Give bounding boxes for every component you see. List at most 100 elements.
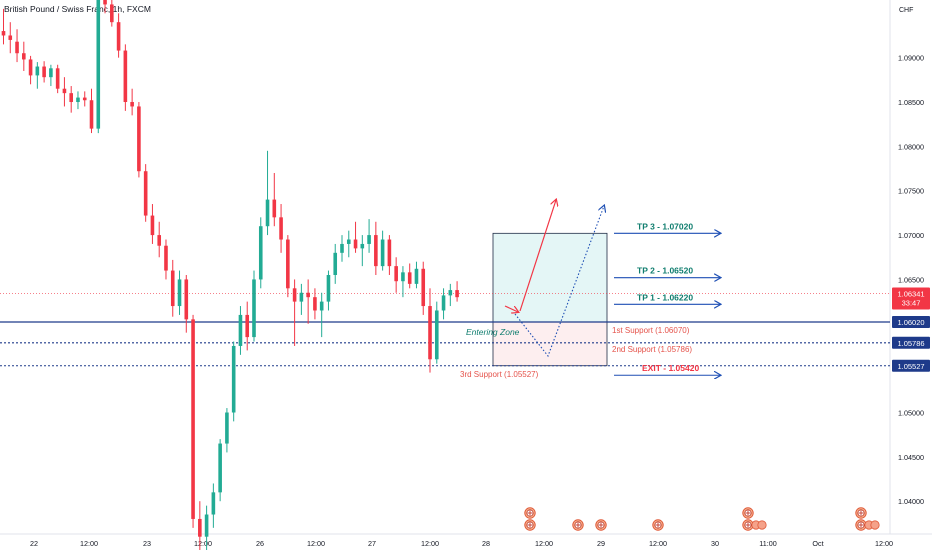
event-flag-icon[interactable] [855, 519, 867, 531]
price-tick-label: 1.05000 [898, 409, 924, 418]
candle [218, 439, 222, 502]
candle [82, 91, 87, 107]
symbol-title: British Pound / Swiss Franc, 1h, FXCM [4, 4, 151, 14]
price-tick-label: 1.04500 [898, 453, 924, 462]
candle [367, 219, 371, 253]
event-flag-icon[interactable] [572, 519, 584, 531]
candle-body [69, 93, 73, 103]
level-badge-value: 1.06020 [897, 318, 924, 327]
economic-events[interactable] [524, 507, 880, 531]
event-flag-icon[interactable] [524, 519, 536, 531]
time-tick-label: 22 [30, 539, 38, 548]
level-badge [892, 359, 930, 372]
candle-body [292, 288, 297, 302]
candle [89, 88, 94, 134]
event-flag-icon[interactable] [595, 519, 607, 531]
candle-body [96, 0, 101, 129]
target-markers: TP 3 - 1.07020 TP 2 - 1.06520 TP 1 - 1.062… [614, 221, 720, 375]
candle [116, 13, 121, 58]
event-flag-icon[interactable] [757, 520, 767, 530]
event-flag-icon[interactable] [742, 519, 754, 531]
candle-body [157, 235, 162, 246]
candle [211, 483, 216, 528]
candle-body [387, 239, 392, 267]
candle-body [170, 270, 175, 307]
candle [62, 77, 67, 107]
event-flag-icon[interactable] [742, 507, 754, 519]
candle [35, 62, 40, 89]
candle-body [8, 35, 13, 40]
candle-body [130, 102, 134, 107]
event-flag-icon[interactable] [524, 507, 536, 519]
candle-body [22, 53, 26, 60]
time-tick-label: 23 [143, 539, 151, 548]
candle-body [116, 22, 121, 51]
candle [448, 283, 453, 307]
candle [1, 8, 6, 45]
time-tick-label: 26 [256, 539, 264, 548]
candle-body [441, 295, 446, 311]
candle-body [35, 66, 40, 76]
candle-body [407, 272, 412, 284]
red-target-arrow [519, 200, 556, 312]
candle-body [150, 215, 155, 236]
candle-body [184, 279, 189, 320]
candle-body [82, 97, 87, 101]
candle [346, 230, 351, 258]
candle-body [55, 68, 60, 89]
trade-zones [492, 232, 608, 367]
candle [55, 64, 60, 94]
candle [22, 41, 26, 71]
candle [401, 266, 405, 298]
event-flag-icon[interactable] [855, 507, 867, 519]
price-tick-label: 1.08500 [898, 98, 924, 107]
candle-body [346, 239, 351, 244]
candle [455, 281, 459, 302]
entering-zone-label: Entering Zone [466, 327, 520, 337]
candle-body [367, 235, 371, 244]
tp-label: TP 1 - 1.06220 [637, 292, 693, 302]
price-axis-panel[interactable] [890, 0, 932, 534]
candle-body [204, 514, 209, 537]
candle [428, 288, 432, 373]
support-levels [0, 293, 890, 367]
support-3-label: 3rd Support (1.05527) [460, 370, 539, 379]
price-tick-label: 1.09000 [898, 54, 924, 63]
candle-body [49, 68, 53, 78]
tp-label: TP 2 - 1.06520 [637, 266, 693, 276]
time-tick-label: 12:00 [80, 539, 98, 548]
candle-body [103, 0, 107, 5]
candle [69, 86, 73, 113]
candle [319, 292, 324, 338]
candle-body [265, 199, 270, 227]
candle [170, 259, 175, 317]
last-price-badge [892, 287, 930, 310]
entering-zone-box [492, 321, 608, 367]
candle-body [428, 306, 432, 360]
candle [394, 257, 398, 293]
candle-body [110, 4, 114, 23]
candle-body [340, 243, 344, 253]
last-price-value: 1.06341 [897, 290, 924, 299]
blue-alternate-path [514, 206, 604, 358]
candle [157, 221, 162, 258]
price-tick-label: 1.07000 [898, 231, 924, 240]
candle [258, 217, 263, 289]
candle [204, 505, 209, 555]
candle [340, 235, 344, 262]
event-flag-icon[interactable] [652, 519, 664, 531]
candle [225, 408, 229, 453]
candle-body [394, 266, 398, 282]
candle [191, 314, 195, 528]
candle-body [177, 279, 182, 307]
candle-body [62, 88, 67, 94]
level-badge-value: 1.05527 [897, 362, 924, 371]
candle-body [42, 66, 46, 78]
event-flag-icon[interactable] [870, 520, 880, 530]
candle-body [164, 245, 168, 271]
candle [15, 29, 19, 63]
candle-body [401, 272, 405, 282]
